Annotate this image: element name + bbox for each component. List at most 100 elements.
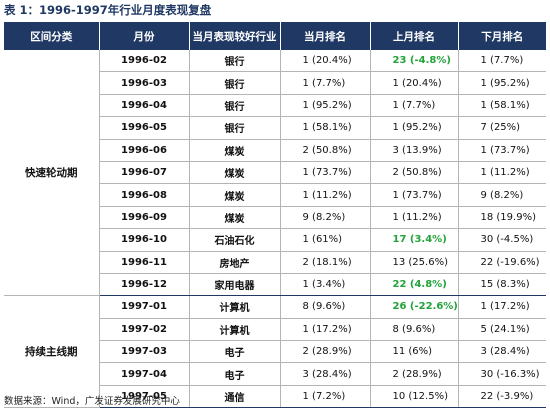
industry-cell: 计算机 — [188, 295, 280, 319]
current-rank-cell: 1 (11.2%) — [279, 183, 370, 207]
month-cell: 1996-06 — [98, 139, 189, 162]
header-top-industry: 当月表现较好行业 — [189, 22, 281, 50]
data-source-note: 数据来源：Wind，广发证券发展研究中心 — [4, 396, 180, 407]
table-row: 1997-05 通信 1 (7.2%) 10 (12.5%) 22 (-3.9%) — [4, 385, 546, 409]
current-rank-cell: 2 (18.1%) — [279, 251, 370, 274]
next-rank-cell: 18 (19.9%) — [457, 206, 546, 230]
month-cell: 1996-08 — [98, 183, 189, 207]
current-rank-cell: 1 (61%) — [279, 228, 370, 252]
next-rank-cell: 1 (7.7%) — [457, 50, 546, 73]
header-previous-rank: 上月排名 — [370, 22, 459, 50]
month-cell: 1997-05 — [98, 385, 189, 409]
previous-rank-cell: 23 (-4.8%) — [369, 50, 458, 73]
previous-rank-cell: 8 (9.6%) — [369, 318, 458, 342]
table-row: 1996-11 房地产 2 (18.1%) 13 (25.6%) 22 (-19.6%) — [4, 251, 546, 274]
table-row: 1997-02 计算机 1 (17.2%) 8 (9.6%) 5 (24.1%) — [4, 318, 546, 342]
table-row: 快速轮动期 1996-02 银行 1 (20.4%) 23 (-4.8%) 1 (7.7%… — [4, 50, 546, 297]
previous-rank-cell: 22 (4.8%) — [369, 273, 458, 297]
previous-rank-cell: 1 (73.7%) — [369, 183, 458, 207]
previous-rank-cell: 26 (-22.6%) — [369, 295, 458, 319]
header-month: 月份 — [99, 22, 190, 50]
industry-cell: 银行 — [188, 116, 280, 140]
table-body: 快速轮动期 1996-02 银行 1 (20.4%) 23 (-4.8%) 1 (7.7%… — [4, 50, 546, 409]
month-cell: 1996-05 — [98, 116, 189, 140]
next-rank-cell: 1 (73.7%) — [457, 139, 546, 162]
previous-rank-cell: 1 (95.2%) — [369, 116, 458, 140]
table-row: 持续主线期 1997-01 计算机 8 (9.6%) 26 (-22.6%) 1 (17.… — [4, 295, 546, 409]
previous-rank-cell: 13 (25.6%) — [369, 251, 458, 274]
industry-cell: 电子 — [188, 340, 280, 364]
industry-cell: 计算机 — [188, 318, 280, 342]
previous-rank-cell: 11 (6%) — [369, 340, 458, 364]
current-rank-cell: 1 (95.2%) — [279, 94, 370, 118]
next-rank-cell: 1 (11.2%) — [457, 161, 546, 185]
next-rank-cell: 1 (95.2%) — [457, 71, 546, 95]
month-cell: 1997-03 — [98, 340, 189, 364]
previous-rank-cell: 1 (7.7%) — [369, 94, 458, 118]
current-rank-cell: 9 (8.2%) — [279, 206, 370, 230]
next-rank-cell: 1 (17.2%) — [457, 295, 546, 319]
next-rank-cell: 5 (24.1%) — [457, 318, 546, 342]
previous-rank-cell: 2 (50.8%) — [369, 161, 458, 185]
current-rank-cell: 1 (3.4%) — [279, 273, 370, 297]
current-rank-cell: 2 (28.9%) — [279, 340, 370, 364]
month-cell: 1996-12 — [98, 273, 189, 297]
industry-cell: 银行 — [188, 71, 280, 95]
next-rank-cell: 1 (58.1%) — [457, 94, 546, 118]
industry-cell: 通信 — [188, 385, 280, 409]
next-rank-cell: 3 (28.4%) — [457, 340, 546, 364]
current-rank-cell: 1 (7.7%) — [279, 71, 370, 95]
industry-cell: 煤炭 — [188, 183, 280, 207]
current-rank-cell: 1 (20.4%) — [279, 50, 370, 73]
industry-cell: 房地产 — [188, 251, 280, 274]
industry-cell: 煤炭 — [188, 161, 280, 185]
previous-rank-cell: 17 (3.4%) — [369, 228, 458, 252]
table-row: 1996-03 银行 1 (7.7%) 1 (20.4%) 1 (95.2%) — [4, 71, 546, 95]
header-current-rank: 当月排名 — [280, 22, 371, 50]
table-row: 1996-08 煤炭 1 (11.2%) 1 (73.7%) 9 (8.2%) — [4, 183, 546, 207]
month-cell: 1996-11 — [98, 251, 189, 274]
current-rank-cell: 1 (73.7%) — [279, 161, 370, 185]
table-header-row: 区间分类 月份 当月表现较好行业 当月排名 上月排名 下月排名 — [4, 22, 546, 50]
industry-performance-table: 区间分类 月份 当月表现较好行业 当月排名 上月排名 下月排名 快速轮动期 199… — [4, 22, 546, 409]
industry-cell: 银行 — [188, 94, 280, 118]
industry-cell: 银行 — [188, 50, 280, 73]
header-next-rank: 下月排名 — [458, 22, 546, 50]
previous-rank-cell: 10 (12.5%) — [369, 385, 458, 409]
industry-cell: 家用电器 — [188, 273, 280, 297]
table-row: 1996-10 石油石化 1 (61%) 17 (3.4%) 30 (-4.5%) — [4, 228, 546, 252]
header-period-type: 区间分类 — [4, 22, 100, 50]
table-row: 1996-06 煤炭 2 (50.8%) 3 (13.9%) 1 (73.7%) — [4, 139, 546, 162]
industry-cell: 石油石化 — [188, 228, 280, 252]
current-rank-cell: 8 (9.6%) — [279, 295, 370, 319]
table-row: 1996-09 煤炭 9 (8.2%) 1 (11.2%) 18 (19.9%) — [4, 206, 546, 230]
industry-cell: 煤炭 — [188, 139, 280, 162]
table-row: 1996-07 煤炭 1 (73.7%) 2 (50.8%) 1 (11.2%) — [4, 161, 546, 185]
current-rank-cell: 1 (58.1%) — [279, 116, 370, 140]
next-rank-cell: 7 (25%) — [457, 116, 546, 140]
next-rank-cell: 22 (-19.6%) — [457, 251, 546, 274]
current-rank-cell: 1 (7.2%) — [279, 385, 370, 409]
table-row: 1996-12 家用电器 1 (3.4%) 22 (4.8%) 15 (8.3%) — [4, 273, 546, 297]
month-cell: 1997-01 — [98, 295, 189, 319]
month-cell: 1996-07 — [98, 161, 189, 185]
month-cell: 1996-04 — [98, 94, 189, 118]
industry-cell: 煤炭 — [188, 206, 280, 230]
previous-rank-cell: 1 (11.2%) — [369, 206, 458, 230]
previous-rank-cell: 1 (20.4%) — [369, 71, 458, 95]
month-cell: 1997-02 — [98, 318, 189, 342]
table-row: 1996-04 银行 1 (95.2%) 1 (7.7%) 1 (58.1%) — [4, 94, 546, 118]
next-rank-cell: 9 (8.2%) — [457, 183, 546, 207]
table-row: 1997-03 电子 2 (28.9%) 11 (6%) 3 (28.4%) — [4, 340, 546, 364]
month-cell: 1997-04 — [98, 362, 189, 386]
previous-rank-cell: 3 (13.9%) — [369, 139, 458, 162]
next-rank-cell: 22 (-3.9%) — [457, 385, 546, 409]
current-rank-cell: 1 (17.2%) — [279, 318, 370, 342]
next-rank-cell: 30 (-4.5%) — [457, 228, 546, 252]
current-rank-cell: 3 (28.4%) — [279, 362, 370, 386]
period-type-cell: 持续主线期 — [4, 295, 99, 409]
next-rank-cell: 15 (8.3%) — [457, 273, 546, 297]
current-rank-cell: 2 (50.8%) — [279, 139, 370, 162]
next-rank-cell: 30 (-16.3%) — [457, 362, 546, 386]
month-cell: 1996-09 — [98, 206, 189, 230]
